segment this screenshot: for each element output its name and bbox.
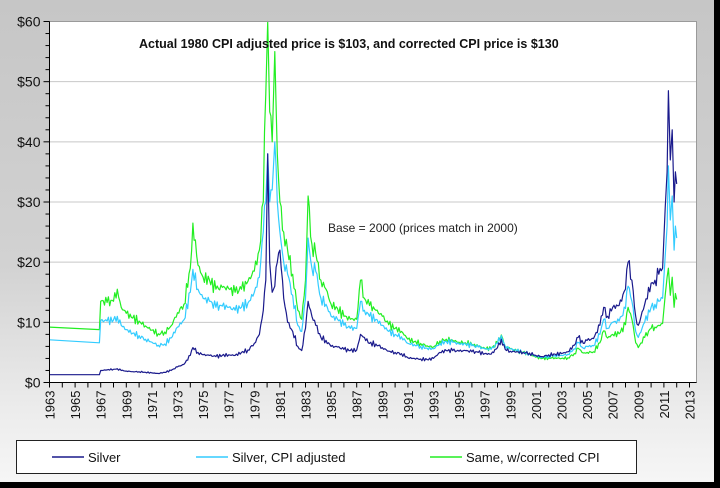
x-tick-label: 1971 [145,391,160,420]
y-tick-label: $50 [17,74,41,90]
legend-label: Same, w/corrected CPI [466,450,600,465]
x-tick-label: 1979 [247,391,262,420]
x-tick-label: 1965 [68,391,83,420]
x-tick-label: 1969 [119,391,134,420]
x-tick-label: 1975 [196,391,211,420]
legend-item: Silver [52,450,121,465]
x-tick-label: 2013 [683,391,698,420]
x-tick-label: 2009 [631,391,646,420]
legend-label: Silver [88,450,121,465]
chart-title: Actual 1980 CPI adjusted price is $103, … [139,37,559,51]
x-tick-label: 2001 [529,391,544,420]
legend-box [16,440,637,474]
chart-annotation: Base = 2000 (prices match in 2000) [328,221,518,235]
series-layer [49,20,678,376]
x-tick-label: 1983 [299,391,314,420]
x-tick-label: 1985 [324,391,339,420]
chart-frame: $0 $10 $20 $30 $40 $50 $60 1963 1965 1967 1969 197… [0,0,714,482]
y-tick-label: $60 [17,14,41,30]
x-tick-label: 2007 [606,391,621,420]
x-tick-label: 1991 [401,391,416,420]
silver-price-chart: $0 $10 $20 $30 $40 $50 $60 1963 1965 1967 1969 197… [16,14,698,474]
y-tick-label: $10 [17,314,41,330]
x-tick-label: 1977 [222,391,237,420]
x-tick-label: 2005 [580,391,595,420]
x-tick-label: 1973 [171,391,186,420]
x-tick-label: 2011 [657,391,672,419]
x-tick-label: 2003 [555,391,570,420]
y-tick-label: $20 [17,254,41,270]
series-line-same-w-corrected-cpi [49,20,678,361]
x-tick-label: 1987 [350,391,365,420]
series-line-silver [49,90,678,376]
legend-item: Same, w/corrected CPI [430,450,600,465]
x-axis: 1963 1965 1967 1969 1971 1973 1975 1977 1979 1981… [43,382,698,420]
series-line-silver-cpi-adjusted [49,141,678,359]
gridlines-inner [49,81,697,323]
x-tick-label: 1999 [503,391,518,420]
x-tick-label: 1995 [452,391,467,420]
x-tick-label: 1963 [43,391,58,420]
x-tick-label: 1981 [273,391,288,420]
x-tick-label: 1993 [427,391,442,420]
legend-label: Silver, CPI adjusted [232,450,345,465]
legend-item: Silver, CPI adjusted [196,450,345,465]
y-tick-label: $0 [25,375,41,391]
x-tick-label: 1989 [375,391,390,420]
x-tick-label: 1997 [478,391,493,420]
x-tick-label: 1967 [94,391,109,420]
legend: Silver Silver, CPI adjusted Same, w/correc… [16,440,637,474]
y-tick-label: $30 [17,194,41,210]
y-axis: $0 $10 $20 $30 $40 $50 $60 [17,14,50,391]
y-tick-label: $40 [17,134,41,150]
